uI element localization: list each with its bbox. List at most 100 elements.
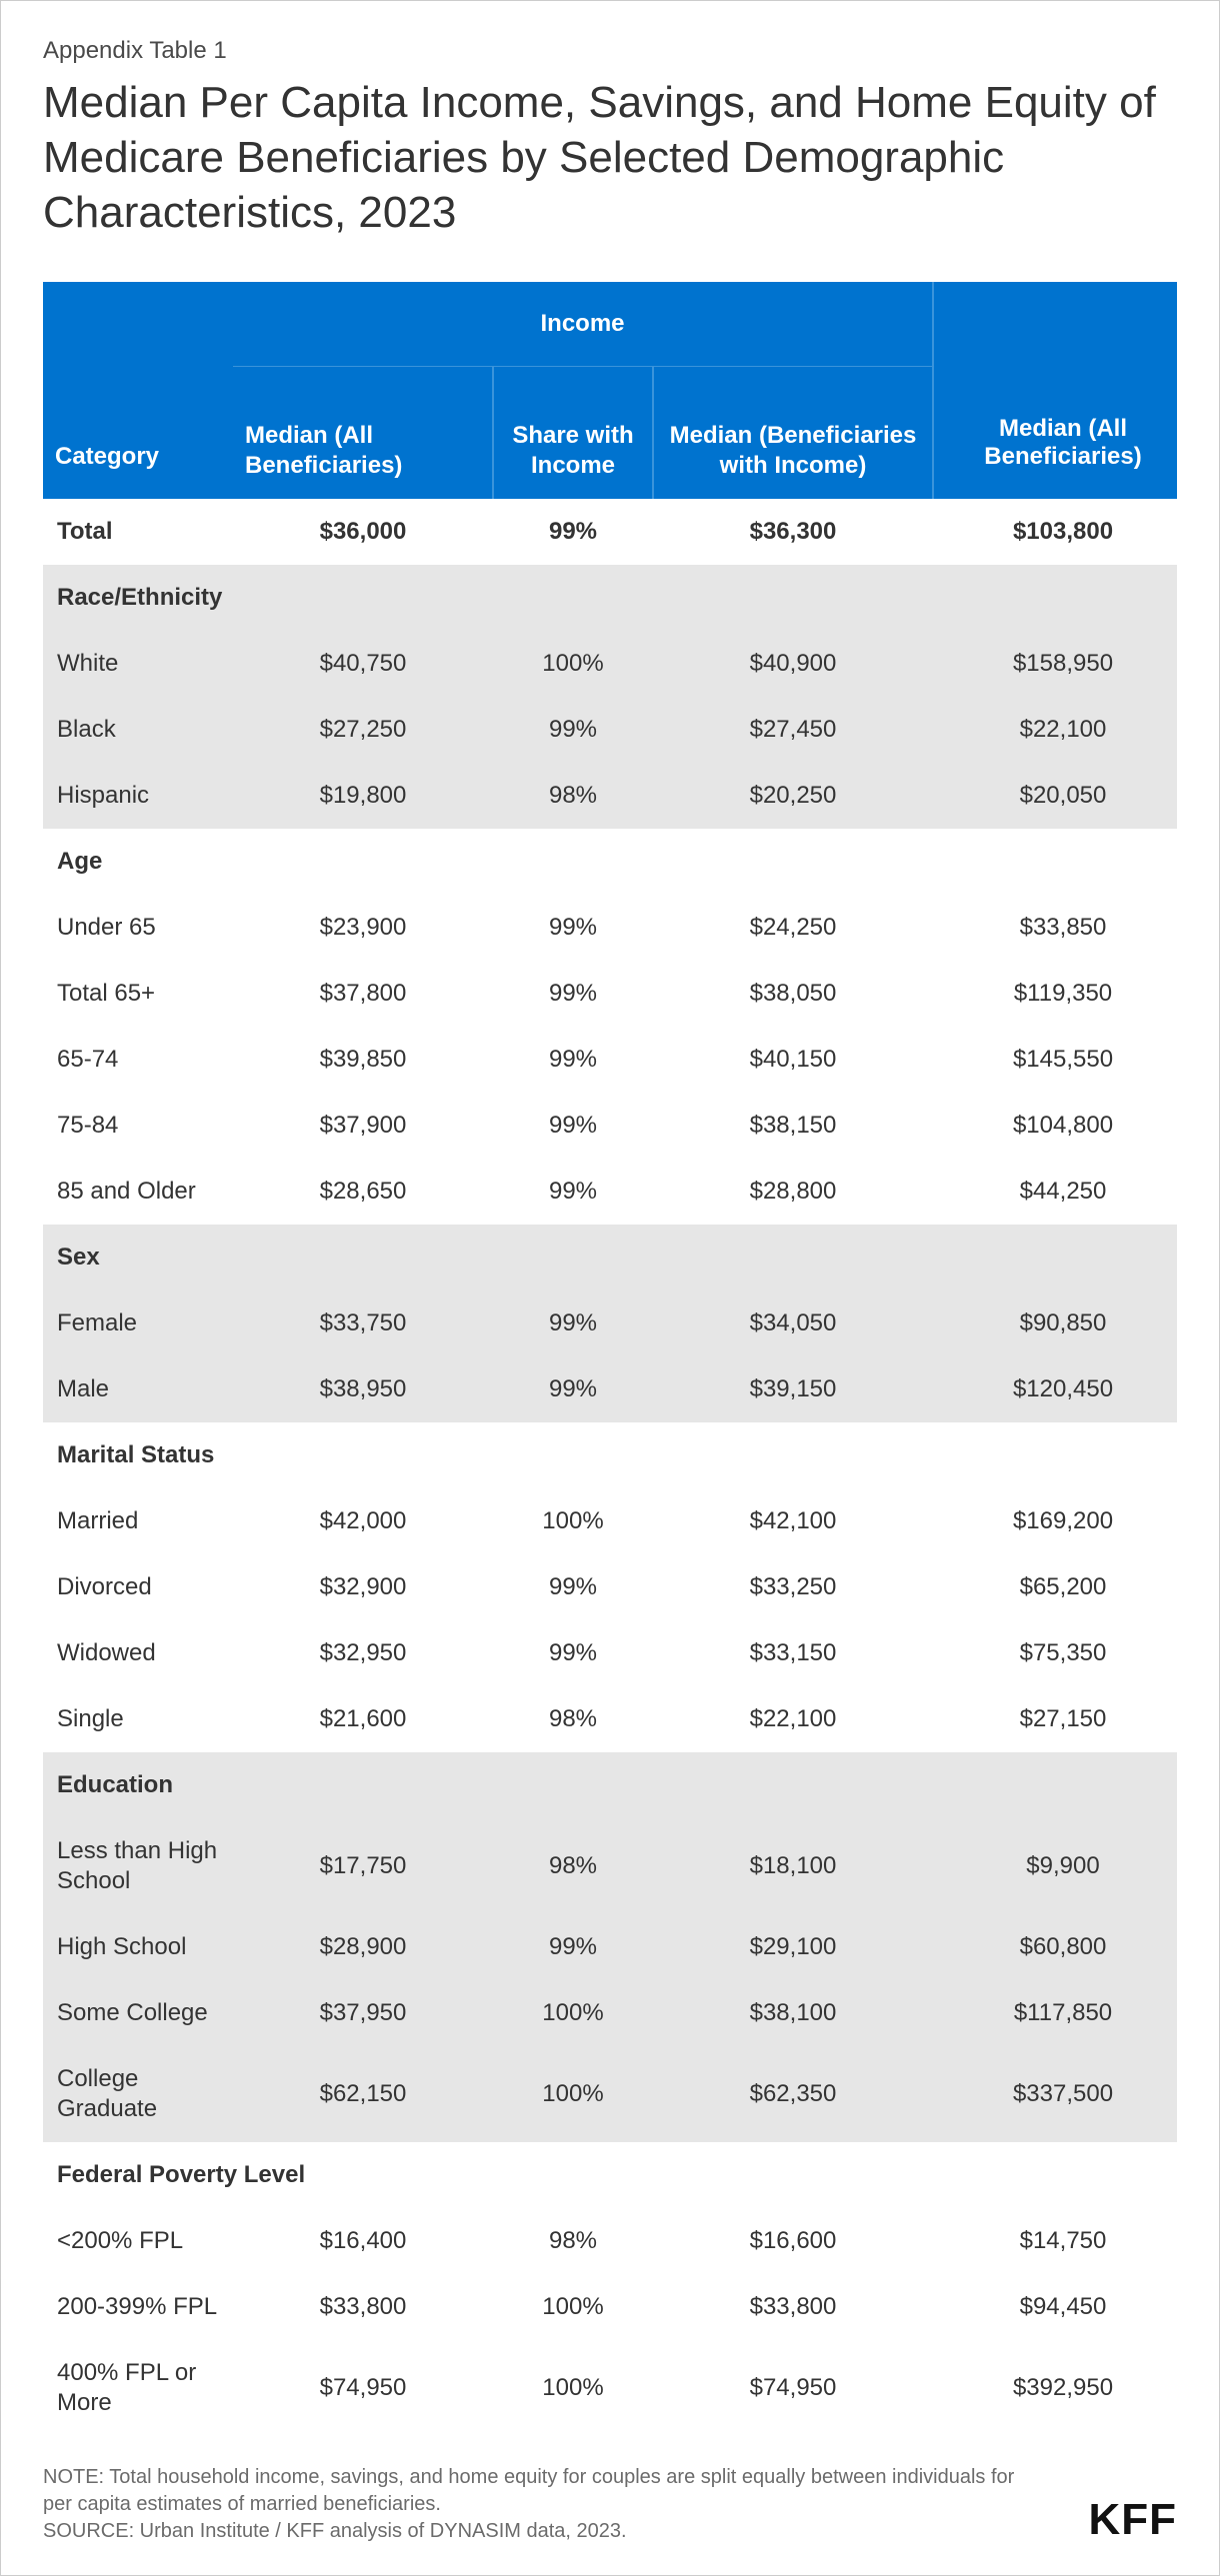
- row-label: Widowed: [43, 1620, 233, 1686]
- cell: $29,100: [653, 1914, 933, 1980]
- cell: $74,950: [233, 2340, 493, 2436]
- table-row: Divorced$32,90099%$33,250$65,200: [43, 1554, 1177, 1620]
- cell: 100%: [493, 2046, 653, 2142]
- cell: $65,200: [933, 1554, 1177, 1620]
- row-label: Hispanic: [43, 763, 233, 829]
- row-label: Total: [43, 499, 233, 565]
- cell: 98%: [493, 1818, 653, 1914]
- table-row: 85 and Older$28,65099%$28,800$44,250: [43, 1159, 1177, 1225]
- note-text: NOTE: Total household income, savings, a…: [43, 2464, 1023, 2518]
- table-row: Black$27,25099%$27,450$22,100: [43, 697, 1177, 763]
- row-label: 65-74: [43, 1027, 233, 1093]
- cell: $337,500: [933, 2046, 1177, 2142]
- cell: 99%: [493, 1554, 653, 1620]
- cell: $42,100: [653, 1488, 933, 1554]
- table-row: Under 65$23,90099%$24,250$33,850: [43, 895, 1177, 961]
- col-header-income-median-all: Median (All Beneficiaries): [233, 367, 493, 500]
- table-row: Single$21,60098%$22,100$27,150: [43, 1686, 1177, 1752]
- cell: 100%: [493, 631, 653, 697]
- table-row: Hispanic$19,80098%$20,250$20,050: [43, 763, 1177, 829]
- table-notes: NOTE: Total household income, savings, a…: [43, 2464, 1023, 2545]
- table-row: Less than High School$17,75098%$18,100$9…: [43, 1818, 1177, 1914]
- cell: $33,150: [653, 1620, 933, 1686]
- table-row: White$40,750100%$40,900$158,950: [43, 631, 1177, 697]
- section-header-row: Federal Poverty Level: [43, 2142, 1177, 2208]
- table-body: Total$36,00099%$36,300$103,800Race/Ethni…: [43, 499, 1177, 2436]
- cell: 99%: [493, 1159, 653, 1225]
- cell: $28,650: [233, 1159, 493, 1225]
- section-header-row: Education: [43, 1752, 1177, 1818]
- table-row: Male$38,95099%$39,150$120,450: [43, 1356, 1177, 1422]
- table-supertitle: Appendix Table 1: [43, 37, 1177, 65]
- cell: $33,800: [233, 2274, 493, 2340]
- table-header: Category Income Median (All Beneficiarie…: [43, 282, 1177, 499]
- section-header-label: Sex: [43, 1225, 1177, 1290]
- cell: $34,050: [653, 1290, 933, 1356]
- cell: $62,350: [653, 2046, 933, 2142]
- col-header-income-median-with: Median (Beneficiaries with Income): [653, 367, 933, 500]
- cell: $94,450: [933, 2274, 1177, 2340]
- row-label: Single: [43, 1686, 233, 1752]
- cell: $28,900: [233, 1914, 493, 1980]
- cell: $18,100: [653, 1818, 933, 1914]
- row-label: Female: [43, 1290, 233, 1356]
- cell: $103,800: [933, 499, 1177, 565]
- section-header-label: Marital Status: [43, 1422, 1177, 1488]
- table-row: High School$28,90099%$29,100$60,800: [43, 1914, 1177, 1980]
- cell: $37,900: [233, 1093, 493, 1159]
- cell: $40,150: [653, 1027, 933, 1093]
- cell: $62,150: [233, 2046, 493, 2142]
- col-header-income-share: Share with Income: [493, 367, 653, 500]
- cell: $33,800: [653, 2274, 933, 2340]
- cell: $120,450: [933, 1356, 1177, 1422]
- cell: $9,900: [933, 1818, 1177, 1914]
- cell: 99%: [493, 1620, 653, 1686]
- col-header-savings-median-all: Median (All Beneficiaries): [933, 282, 1177, 499]
- cell: 99%: [493, 1093, 653, 1159]
- table-row: Married$42,000100%$42,100$169,200: [43, 1488, 1177, 1554]
- cell: $20,250: [653, 763, 933, 829]
- cell: $38,100: [653, 1980, 933, 2046]
- cell: 100%: [493, 1980, 653, 2046]
- cell: $60,800: [933, 1914, 1177, 1980]
- row-label: Married: [43, 1488, 233, 1554]
- cell: $33,250: [653, 1554, 933, 1620]
- row-label: 200-399% FPL: [43, 2274, 233, 2340]
- cell: $22,100: [653, 1686, 933, 1752]
- cell: $169,200: [933, 1488, 1177, 1554]
- section-header-row: Race/Ethnicity: [43, 565, 1177, 631]
- row-label: <200% FPL: [43, 2208, 233, 2274]
- data-table: Category Income Median (All Beneficiarie…: [43, 282, 1177, 2436]
- cell: $27,450: [653, 697, 933, 763]
- cell: $33,750: [233, 1290, 493, 1356]
- cell: $42,000: [233, 1488, 493, 1554]
- table-row: Total 65+$37,80099%$38,050$119,350: [43, 961, 1177, 1027]
- table-row: 65-74$39,85099%$40,150$145,550: [43, 1027, 1177, 1093]
- section-header-row: Sex: [43, 1225, 1177, 1290]
- cell: $37,950: [233, 1980, 493, 2046]
- cell: $36,000: [233, 499, 493, 565]
- cell: $37,800: [233, 961, 493, 1027]
- row-label: Total 65+: [43, 961, 233, 1027]
- cell: $104,800: [933, 1093, 1177, 1159]
- row-label: 400% FPL or More: [43, 2340, 233, 2436]
- table-row: Some College$37,950100%$38,100$117,850: [43, 1980, 1177, 2046]
- cell: 99%: [493, 1914, 653, 1980]
- table-footer: NOTE: Total household income, savings, a…: [43, 2464, 1177, 2545]
- cell: $24,250: [653, 895, 933, 961]
- section-header-label: Age: [43, 829, 1177, 895]
- cell: 99%: [493, 1290, 653, 1356]
- cell: $16,400: [233, 2208, 493, 2274]
- cell: $27,150: [933, 1686, 1177, 1752]
- cell: 98%: [493, 1686, 653, 1752]
- table-scroll-region[interactable]: Category Income Median (All Beneficiarie…: [43, 282, 1177, 2436]
- cell: $22,100: [933, 697, 1177, 763]
- kff-logo: KFF: [1088, 2495, 1177, 2545]
- cell: 99%: [493, 499, 653, 565]
- table-row: 75-84$37,90099%$38,150$104,800: [43, 1093, 1177, 1159]
- cell: $75,350: [933, 1620, 1177, 1686]
- cell: $33,850: [933, 895, 1177, 961]
- cell: $40,750: [233, 631, 493, 697]
- cell: $44,250: [933, 1159, 1177, 1225]
- cell: 100%: [493, 2340, 653, 2436]
